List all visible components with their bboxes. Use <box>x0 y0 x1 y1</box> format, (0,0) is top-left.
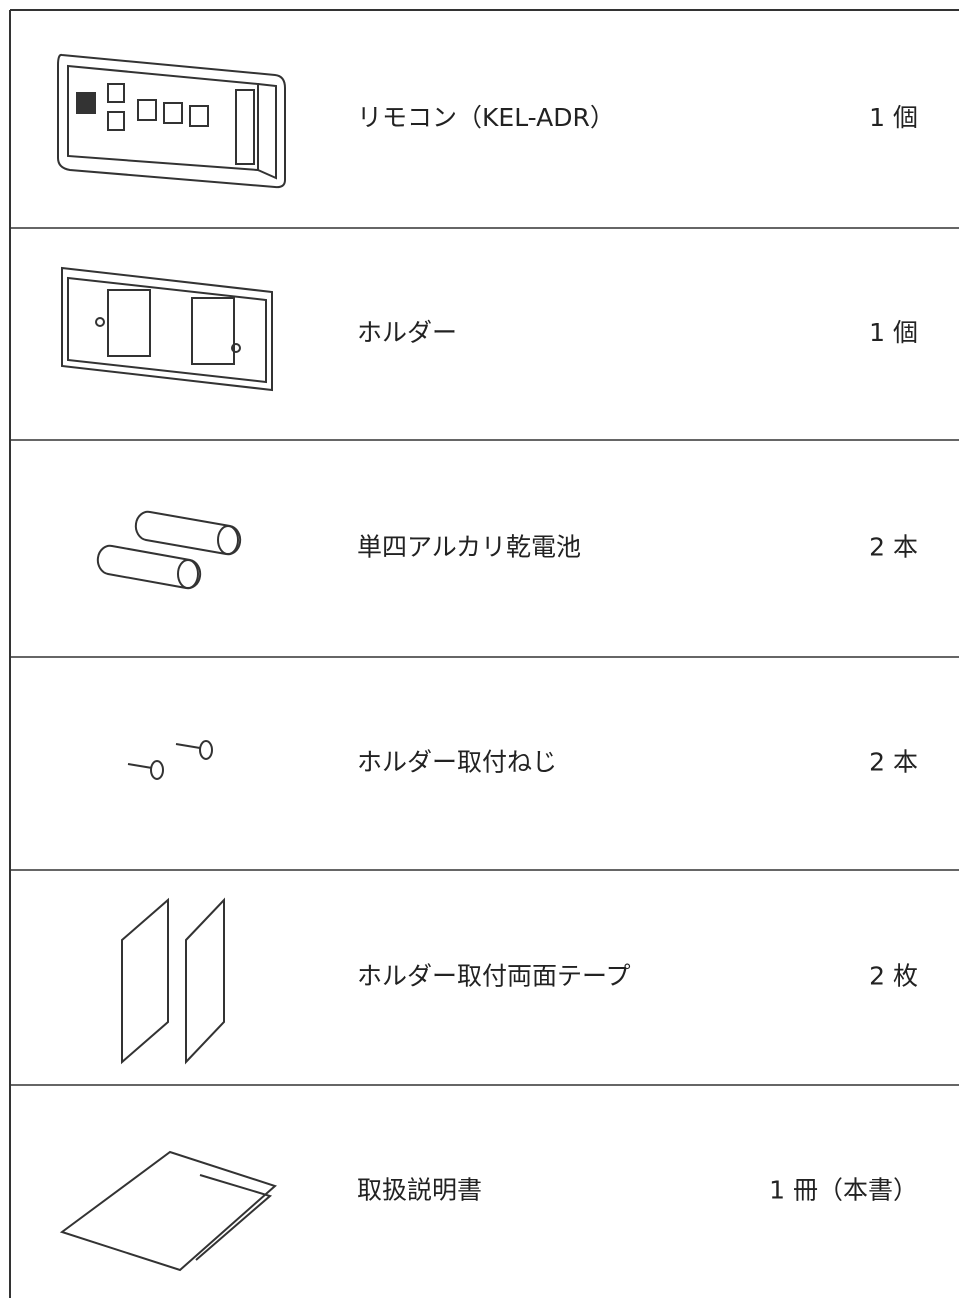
item-quantity: 2 本 <box>869 748 918 777</box>
item-name: ホルダー取付両面テープ <box>357 962 631 991</box>
item-name: ホルダー取付ねじ <box>357 748 557 777</box>
item-name: ホルダー <box>357 318 457 347</box>
item-quantity: 2 枚 <box>869 962 918 991</box>
manual-illustration <box>59 1150 277 1272</box>
tapes-illustration <box>121 897 225 1065</box>
screws-illustration <box>127 740 213 780</box>
remote-illustration <box>57 53 286 189</box>
item-quantity: 1 個 <box>869 318 918 347</box>
item-name: 単四アルカリ乾電池 <box>357 533 581 562</box>
item-name: リモコン（KEL-ADR） <box>357 103 615 132</box>
item-quantity: 2 本 <box>869 533 918 562</box>
holder-illustration <box>61 266 273 392</box>
item-quantity: 1 冊（本書） <box>769 1176 918 1205</box>
item-name: 取扱説明書 <box>357 1176 482 1205</box>
item-quantity: 1 個 <box>869 103 918 132</box>
batteries-illustration <box>96 510 242 590</box>
